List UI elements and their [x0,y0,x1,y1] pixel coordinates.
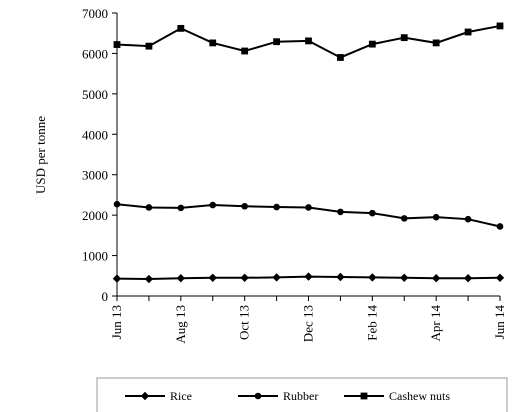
data-point-rice [144,274,154,284]
data-point-rubber [241,202,248,210]
x-tick-label: Oct 13 [237,305,252,340]
legend-label: Rubber [283,389,318,403]
legend-label: Rice [170,389,192,403]
data-point-rice [495,273,505,283]
data-point-rubber [369,209,376,217]
data-point-rice [400,273,409,283]
y-tick-label: 7000 [82,6,108,21]
data-point-rice [240,273,249,283]
data-point-rice [463,274,473,283]
data-point-rubber [145,204,153,211]
data-point-cashew-nuts [496,22,504,30]
data-point-cashew-nuts [177,24,185,32]
data-point-rubber [305,204,312,211]
y-axis-label: USD per tonne [33,116,48,194]
data-point-rice [304,272,313,281]
data-point-cashew-nuts [209,39,217,47]
x-axis-ticks: Jun 13 Aug 13 Oct 13 Dec 13 Feb 14 Apr 14 Jun … [109,296,507,344]
y-tick-label: 0 [102,289,109,304]
legend: Rice Rubber Cashew nuts [96,377,508,412]
data-point-rubber [273,203,280,211]
legend-marker-cashew-nuts [360,392,368,400]
data-point-rubber [337,208,344,216]
y-tick-label: 6000 [82,46,108,61]
data-point-rice [176,274,186,283]
legend-item-rice: Rice [125,389,192,403]
data-point-rice [208,273,217,283]
y-tick-label: 5000 [82,87,108,102]
data-point-rice [112,274,122,283]
series-rice [112,272,505,284]
data-point-cashew-nuts [305,37,312,45]
y-tick-label: 3000 [82,168,108,183]
data-point-cashew-nuts [464,28,472,36]
x-tick-label: Jun 13 [109,305,124,339]
data-point-rice [431,274,441,283]
data-point-rubber [400,215,408,222]
y-tick-label: 4000 [82,127,108,142]
legend-box [96,377,508,412]
legend-marker-rubber [254,392,262,400]
legend-item-cashew-nuts: Cashew nuts [344,389,450,403]
y-axis-ticks: 0 1000 2000 3000 4000 5000 6000 7000 [82,6,117,304]
y-tick-label: 2000 [82,208,108,223]
data-point-cashew-nuts [337,54,344,61]
x-tick-label: Dec 13 [301,305,316,342]
legend-marker-rice [140,391,150,401]
data-point-rubber [209,201,217,209]
x-tick-label: Feb 14 [364,305,379,341]
data-point-cashew-nuts [368,40,376,48]
y-tick-label: 1000 [82,249,108,264]
data-point-rice [336,272,345,282]
data-point-cashew-nuts [400,34,408,42]
data-point-rubber [177,204,185,212]
data-point-cashew-nuts [145,42,153,50]
data-point-cashew-nuts [113,41,121,48]
data-point-cashew-nuts [241,47,249,55]
series-rubber [113,200,504,230]
data-point-rubber [496,223,504,230]
data-point-rubber [464,215,472,223]
data-point-rubber [432,213,440,221]
y-axis-title: USD per tonne [33,116,48,194]
x-tick-label: Jun 14 [492,305,507,340]
data-point-rice [272,273,281,282]
legend-label: Cashew nuts [389,389,450,403]
data-point-rice [368,273,377,282]
data-point-cashew-nuts [432,39,440,47]
x-tick-label: Apr 14 [428,305,443,342]
legend-item-rubber: Rubber [238,389,318,403]
data-point-cashew-nuts [273,38,280,46]
data-point-rubber [113,200,121,208]
x-tick-label: Aug 13 [173,305,188,344]
series-cashew-nuts [113,22,504,61]
series-layer [112,22,505,284]
